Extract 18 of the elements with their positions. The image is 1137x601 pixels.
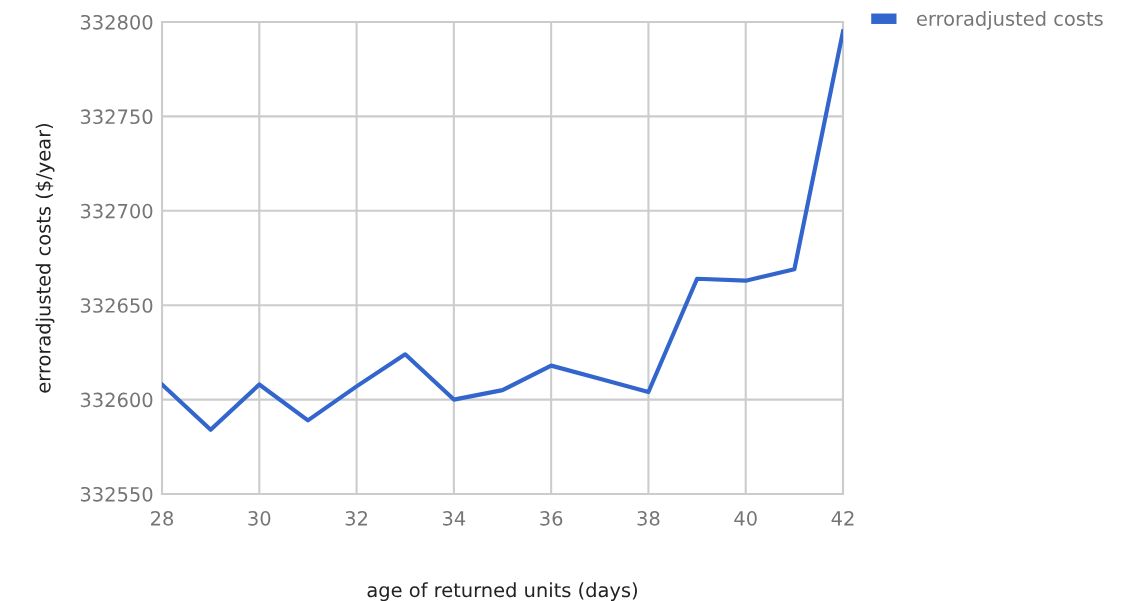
y-tick-label: 332750 bbox=[80, 109, 153, 125]
y-tick-label: 332700 bbox=[80, 203, 153, 219]
x-tick-label: 36 bbox=[540, 511, 563, 526]
x-tick-label: 34 bbox=[442, 511, 466, 526]
y-tick-label: 332800 bbox=[80, 14, 153, 30]
x-tick-label: 38 bbox=[637, 511, 660, 526]
legend-label: erroradjusted costs bbox=[917, 10, 1103, 30]
x-tick-label: 28 bbox=[151, 511, 174, 526]
y-tick-label: 332650 bbox=[80, 298, 153, 313]
y-tick-label: 332550 bbox=[80, 486, 153, 502]
x-tick-label: 42 bbox=[831, 511, 854, 526]
x-tick-label: 32 bbox=[345, 511, 367, 526]
line-series bbox=[162, 29, 843, 432]
x-axis-title: age of returned units (days) bbox=[367, 582, 637, 601]
x-tick-label: 30 bbox=[248, 511, 271, 526]
y-axis-title: erroradjusted costs ($/year) bbox=[35, 123, 55, 393]
y-tick-label: 332600 bbox=[80, 392, 153, 408]
x-tick-label: 40 bbox=[734, 511, 757, 526]
